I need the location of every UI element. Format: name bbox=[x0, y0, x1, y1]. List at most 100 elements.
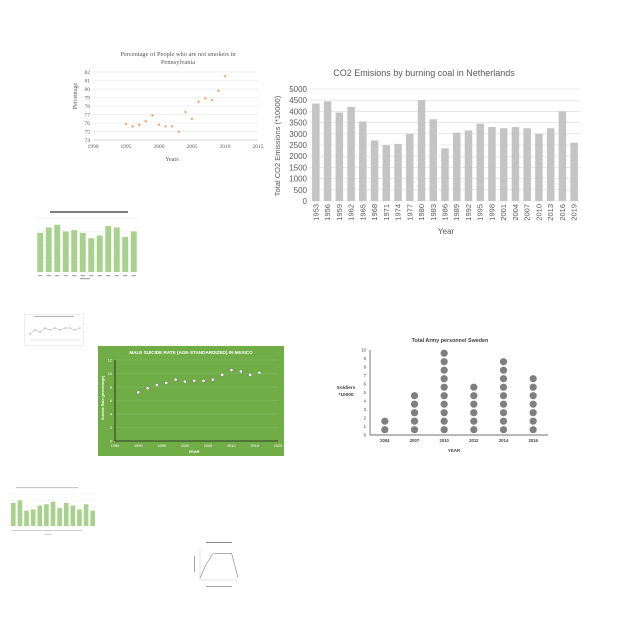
data-dot bbox=[440, 417, 448, 425]
chart-tiny-line-2 bbox=[192, 538, 242, 592]
data-dot bbox=[499, 400, 508, 408]
bar bbox=[417, 100, 426, 201]
bar bbox=[88, 238, 95, 272]
data-point bbox=[157, 123, 161, 127]
data-point bbox=[131, 124, 135, 128]
x-tick-label: 1992 bbox=[464, 204, 473, 221]
x-tick-label: 1989 bbox=[452, 204, 461, 221]
bar bbox=[17, 500, 23, 526]
data-dot bbox=[440, 392, 448, 400]
data-point bbox=[257, 371, 262, 375]
chart-green-small-2 bbox=[4, 484, 98, 538]
y-tick-label: 5000 bbox=[289, 85, 307, 94]
bar bbox=[113, 227, 120, 272]
x-tick-label: 2013 bbox=[546, 204, 555, 221]
data-point bbox=[54, 327, 56, 329]
bar bbox=[96, 235, 103, 272]
bar bbox=[62, 231, 69, 272]
chart-smokers-svg: Percentage of People who are not smokers… bbox=[73, 51, 264, 163]
y-tick-label: 78 bbox=[85, 104, 91, 110]
data-point bbox=[145, 386, 150, 391]
chart-co2: CO2 Emisions by burning coal in Netherla… bbox=[268, 60, 590, 238]
data-point bbox=[49, 329, 51, 331]
y-tick-label: 80 bbox=[85, 87, 91, 93]
x-tick-blur bbox=[46, 275, 51, 277]
data-point bbox=[155, 383, 159, 387]
x-tick-blur bbox=[72, 275, 77, 277]
x-tick-label: 2007 bbox=[523, 204, 532, 221]
bar bbox=[37, 505, 43, 526]
x-tick-label: 1990 bbox=[134, 444, 142, 448]
bar bbox=[476, 123, 484, 201]
x-tick-label: 2010 bbox=[440, 438, 450, 443]
x-tick-label: 2020 bbox=[274, 444, 282, 448]
x-tick-label: 2019 bbox=[570, 204, 579, 221]
y-tick-label: 75 bbox=[85, 130, 91, 136]
data-dot bbox=[470, 426, 478, 434]
x-tick-label: 1983 bbox=[429, 204, 438, 221]
chart-frame bbox=[24, 314, 84, 346]
data-point bbox=[183, 110, 187, 114]
data-dot bbox=[440, 383, 448, 391]
data-dot bbox=[529, 417, 537, 425]
data-point bbox=[173, 377, 178, 382]
x-tick-label: 2010 bbox=[534, 204, 543, 221]
data-dot bbox=[410, 426, 419, 434]
y-axis-label: Total CO2 Emissions (*10000) bbox=[273, 95, 282, 196]
data-dot bbox=[529, 392, 537, 400]
chart-title: Total Army personnel Sweden bbox=[412, 338, 489, 344]
x-tick-blur bbox=[55, 275, 60, 277]
x-tick-label: 1977 bbox=[405, 204, 414, 221]
y-axis-label: Percentage bbox=[73, 83, 79, 110]
data-dot bbox=[410, 400, 419, 408]
y-tick-label: 76 bbox=[85, 121, 91, 127]
x-tick-blur bbox=[38, 275, 43, 277]
data-dot bbox=[440, 400, 448, 408]
y-tick-label: 3500 bbox=[289, 119, 307, 128]
y-tick-label: 82 bbox=[85, 70, 91, 76]
x-tick-blur bbox=[131, 275, 136, 277]
data-point bbox=[210, 98, 214, 102]
data-point bbox=[34, 329, 36, 331]
bar bbox=[570, 142, 578, 201]
data-point bbox=[79, 327, 81, 329]
bar bbox=[488, 127, 496, 201]
x-tick-label: 2001 bbox=[499, 204, 508, 221]
bar bbox=[312, 103, 320, 201]
y-tick-label: 74 bbox=[85, 138, 91, 144]
bar bbox=[24, 510, 29, 526]
data-dot bbox=[410, 392, 419, 400]
bar bbox=[77, 509, 82, 526]
x-tick-blur bbox=[97, 275, 102, 277]
data-dot bbox=[470, 417, 478, 425]
x-tick-blur bbox=[89, 275, 94, 277]
chart-tiny-line-2-svg bbox=[194, 542, 239, 587]
data-point bbox=[44, 327, 46, 329]
data-dot bbox=[499, 392, 508, 400]
data-dot bbox=[499, 375, 508, 383]
x-tick-label: 2015 bbox=[250, 444, 258, 448]
x-tick-label: 1985 bbox=[111, 444, 119, 448]
x-axis-label: Year bbox=[438, 227, 455, 236]
chart-title-blur bbox=[50, 211, 128, 213]
x-tick-label: 1980 bbox=[417, 204, 426, 221]
bar bbox=[464, 130, 473, 201]
chart-mexico: MALE SUICIDE RATE (AGE-STANDARDIZED) IN … bbox=[98, 346, 284, 456]
bar bbox=[71, 230, 78, 272]
chart-mexico-svg: MALE SUICIDE RATE (AGE-STANDARDIZED) IN … bbox=[101, 350, 282, 454]
data-point bbox=[190, 117, 194, 121]
bar bbox=[511, 127, 520, 201]
y-tick-label: 2000 bbox=[289, 152, 307, 161]
y-tick-label: 0 bbox=[364, 433, 367, 438]
data-dot bbox=[499, 358, 508, 366]
x-tick-blur bbox=[12, 530, 82, 531]
bar bbox=[382, 145, 391, 201]
data-point bbox=[137, 123, 141, 127]
bar bbox=[523, 128, 531, 201]
series-line bbox=[199, 552, 239, 579]
data-dot bbox=[499, 366, 508, 374]
x-tick-label: 1968 bbox=[370, 204, 379, 221]
data-point bbox=[238, 369, 243, 374]
data-dot bbox=[440, 349, 448, 357]
data-dot bbox=[529, 383, 537, 391]
